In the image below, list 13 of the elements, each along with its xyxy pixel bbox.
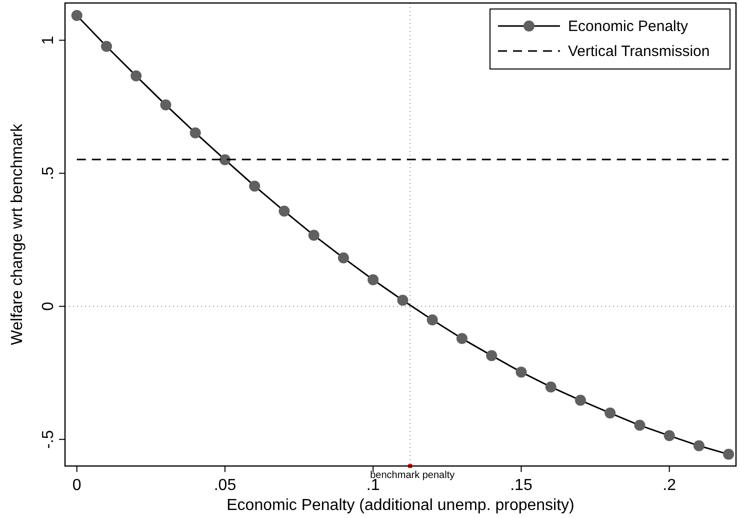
y-tick-label: .5	[40, 166, 57, 180]
y-axis-title: Welfare change wrt benchmark	[9, 122, 26, 346]
x-tick-label: .1	[366, 477, 380, 494]
y-tick-label: 1	[40, 36, 57, 45]
y-tick-label: 0	[40, 302, 57, 311]
x-tick-label: .15	[510, 477, 532, 494]
x-tick-label: .2	[662, 477, 676, 494]
legend-label: Economic Penalty	[568, 18, 689, 35]
y-tick-label: -.5	[40, 430, 57, 449]
legend-label: Vertical Transmission	[568, 43, 710, 60]
x-tick-label: .05	[214, 477, 236, 494]
x-tick-label: 0	[72, 477, 82, 494]
x-axis-title: Economic Penalty (additional unemp. propensity)	[226, 497, 574, 514]
